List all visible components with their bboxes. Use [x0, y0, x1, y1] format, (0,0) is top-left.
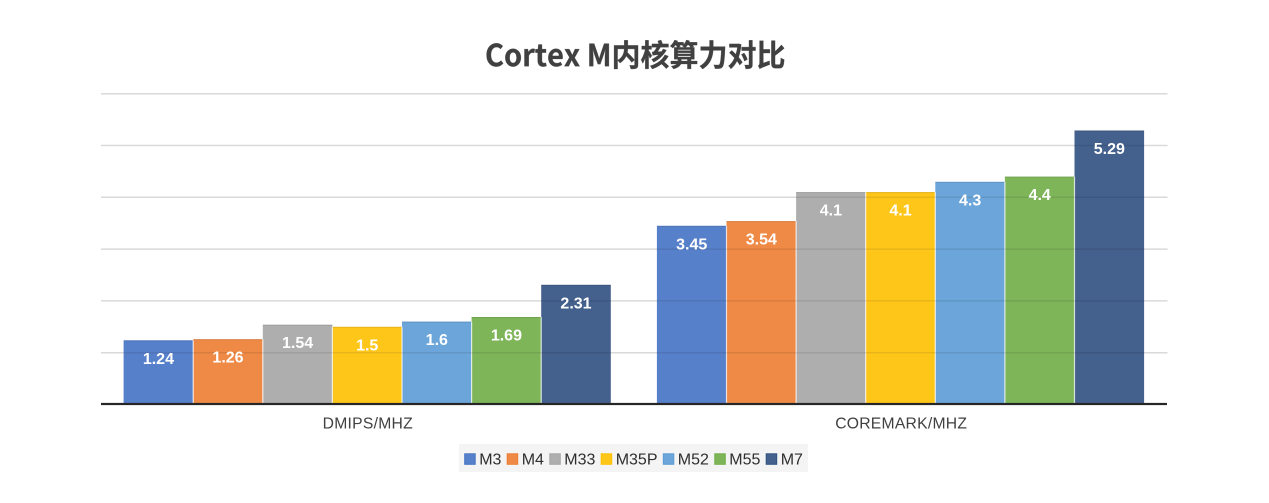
svg-text:2.31: 2.31 [560, 295, 591, 312]
svg-text:M52: M52 [678, 452, 709, 469]
svg-text:DMIPS/MHZ: DMIPS/MHZ [323, 416, 413, 433]
svg-text:M33: M33 [564, 452, 595, 469]
svg-text:4.4: 4.4 [1029, 187, 1051, 204]
svg-text:4.1: 4.1 [889, 203, 911, 220]
svg-text:M7: M7 [781, 452, 803, 469]
svg-text:3.54: 3.54 [746, 232, 777, 249]
svg-text:M3: M3 [479, 452, 501, 469]
svg-text:4.1: 4.1 [820, 203, 842, 220]
svg-text:1.24: 1.24 [143, 351, 174, 368]
svg-text:1.5: 1.5 [356, 337, 378, 354]
svg-text:1.6: 1.6 [426, 332, 448, 349]
svg-text:1.26: 1.26 [212, 350, 243, 367]
svg-text:4.3: 4.3 [959, 192, 981, 209]
svg-text:M35P: M35P [616, 452, 658, 469]
svg-text:1.69: 1.69 [491, 328, 522, 345]
svg-text:1.54: 1.54 [282, 335, 313, 352]
svg-text:M55: M55 [729, 452, 760, 469]
svg-text:M4: M4 [522, 452, 544, 469]
svg-text:5.29: 5.29 [1094, 141, 1125, 158]
svg-text:3.45: 3.45 [676, 236, 707, 253]
svg-text:COREMARK/MHZ: COREMARK/MHZ [835, 416, 967, 433]
